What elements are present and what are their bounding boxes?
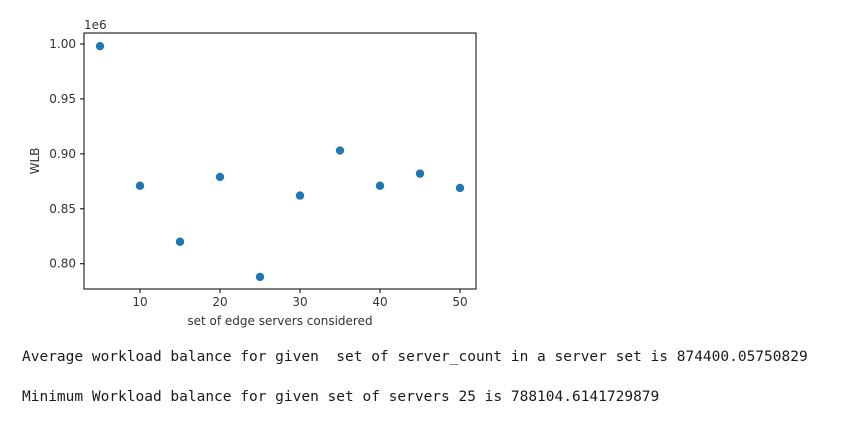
x-tick-label: 10 [132, 295, 147, 309]
scatter-point [215, 172, 225, 182]
scatter-chart: 10 20 30 40 50 0.80 0.85 0.90 0.95 1.00 1e6 set … [28, 18, 477, 328]
y-tick-label: 1.00 [49, 37, 76, 51]
y-tick-label: 0.90 [49, 147, 76, 161]
x-tick-label: 40 [372, 295, 387, 309]
scatter-point [255, 272, 265, 282]
x-tick-label: 30 [292, 295, 307, 309]
x-axis-ticks: 10 20 30 40 50 [132, 289, 468, 309]
y-tick-label: 0.85 [49, 202, 76, 216]
x-tick-label: 50 [452, 295, 467, 309]
data-points [95, 41, 465, 282]
scatter-point [295, 191, 305, 200]
scatter-point [175, 237, 185, 246]
scatter-point [335, 146, 345, 155]
y-tick-label: 0.95 [49, 92, 76, 106]
x-axis-label: set of edge servers considered [187, 314, 372, 328]
scatter-point [415, 169, 425, 178]
scatter-point [95, 41, 105, 51]
output-minimum-line: Minimum Workload balance for given set o… [22, 389, 660, 405]
output-average-line: Average workload balance for given set o… [22, 349, 808, 365]
scatter-point [135, 181, 145, 190]
plot-area-frame [83, 32, 477, 290]
x-tick-label: 20 [212, 295, 227, 309]
scatter-point [455, 183, 465, 193]
y-axis-offset-text: 1e6 [84, 18, 107, 32]
y-tick-label: 0.80 [49, 257, 76, 271]
y-axis-label: WLB [28, 148, 42, 175]
scatter-point [375, 181, 385, 190]
y-axis-ticks: 0.80 0.85 0.90 0.95 1.00 [49, 37, 84, 271]
